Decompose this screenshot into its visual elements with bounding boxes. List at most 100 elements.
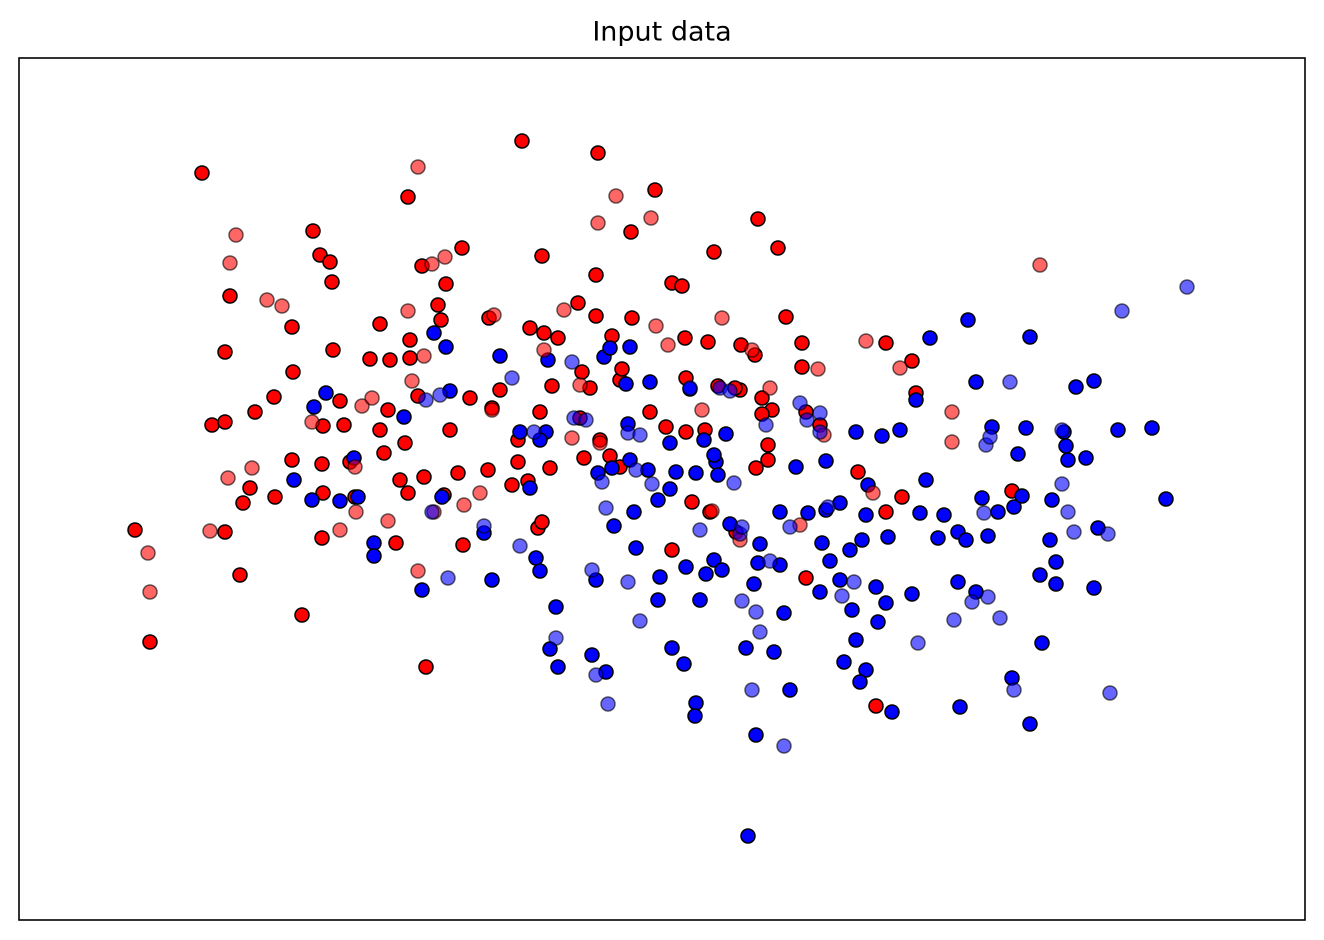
data-point: [556, 302, 572, 318]
data-point: [858, 662, 874, 678]
data-point: [1022, 716, 1038, 732]
data-point: [410, 159, 426, 175]
data-point: [380, 513, 396, 529]
data-point: [454, 240, 470, 256]
data-point: [884, 704, 900, 720]
data-point: [522, 320, 538, 336]
data-point: [762, 553, 778, 569]
data-point: [480, 462, 496, 478]
data-point: [364, 390, 380, 406]
data-point: [744, 342, 760, 358]
data-point: [868, 698, 884, 714]
data-point: [662, 481, 678, 497]
data-point: [376, 445, 392, 461]
data-point: [878, 335, 894, 351]
plot-frame: [18, 57, 1306, 921]
data-point: [440, 570, 456, 586]
data-point: [880, 529, 896, 545]
data-point: [892, 360, 908, 376]
data-point: [510, 454, 526, 470]
data-point: [548, 599, 564, 615]
data-point: [642, 374, 658, 390]
data-point: [792, 395, 808, 411]
data-point: [734, 593, 750, 609]
data-point: [799, 412, 815, 428]
data-point: [284, 319, 300, 335]
data-point: [416, 348, 432, 364]
data-point: [958, 532, 974, 548]
data-point: [544, 378, 560, 394]
data-point: [456, 497, 472, 513]
data-point: [968, 374, 984, 390]
data-point: [652, 569, 668, 585]
data-point: [706, 447, 722, 463]
data-point: [623, 224, 639, 240]
data-point: [812, 405, 828, 421]
points: [127, 133, 1195, 844]
data-point: [576, 450, 592, 466]
data-point: [798, 570, 814, 586]
data-point: [514, 133, 530, 149]
data-point: [564, 354, 580, 370]
data-point: [1034, 635, 1050, 651]
data-point: [752, 624, 768, 640]
data-point: [738, 640, 754, 656]
data-point: [660, 337, 676, 353]
data-point: [426, 325, 442, 341]
data-point: [1179, 279, 1195, 295]
data-point: [936, 507, 952, 523]
data-point: [400, 485, 416, 501]
data-point: [1032, 567, 1048, 583]
data-point: [776, 738, 792, 754]
data-point: [904, 586, 920, 602]
data-point: [748, 727, 764, 743]
data-point: [1060, 504, 1076, 520]
data-point: [858, 507, 874, 523]
data-point: [598, 500, 614, 516]
data-point: [235, 495, 251, 511]
data-point: [526, 424, 542, 440]
data-point: [760, 452, 776, 468]
data-point: [602, 340, 618, 356]
data-point: [400, 189, 416, 205]
data-point: [894, 489, 910, 505]
data-point: [217, 414, 233, 430]
data-point: [678, 559, 694, 575]
data-point: [632, 427, 648, 443]
data-point: [410, 563, 426, 579]
data-point: [852, 674, 868, 690]
data-point: [332, 393, 348, 409]
data-point: [372, 422, 388, 438]
data-point: [744, 682, 760, 698]
data-point: [402, 332, 418, 348]
data-point: [1060, 452, 1076, 468]
data-point: [594, 474, 610, 490]
data-point: [590, 215, 606, 231]
data-point: [834, 588, 850, 604]
data-point: [472, 485, 488, 501]
data-point: [222, 255, 238, 271]
data-point: [992, 610, 1008, 626]
data-point: [1158, 491, 1174, 507]
data-point: [1100, 526, 1116, 542]
data-point: [314, 530, 330, 546]
data-point: [592, 435, 608, 451]
data-point: [677, 330, 693, 346]
data-point: [486, 307, 502, 323]
data-point: [536, 342, 552, 358]
data-point: [944, 404, 960, 420]
data-point: [628, 462, 644, 478]
data-point: [142, 584, 158, 600]
data-point: [740, 828, 756, 844]
data-point: [534, 514, 550, 530]
data-point: [438, 276, 454, 292]
data-point: [684, 494, 700, 510]
data-point: [754, 390, 770, 406]
data-point: [1002, 374, 1018, 390]
data-point: [242, 480, 258, 496]
data-point: [318, 385, 334, 401]
data-point: [910, 635, 926, 651]
data-point: [908, 392, 924, 408]
